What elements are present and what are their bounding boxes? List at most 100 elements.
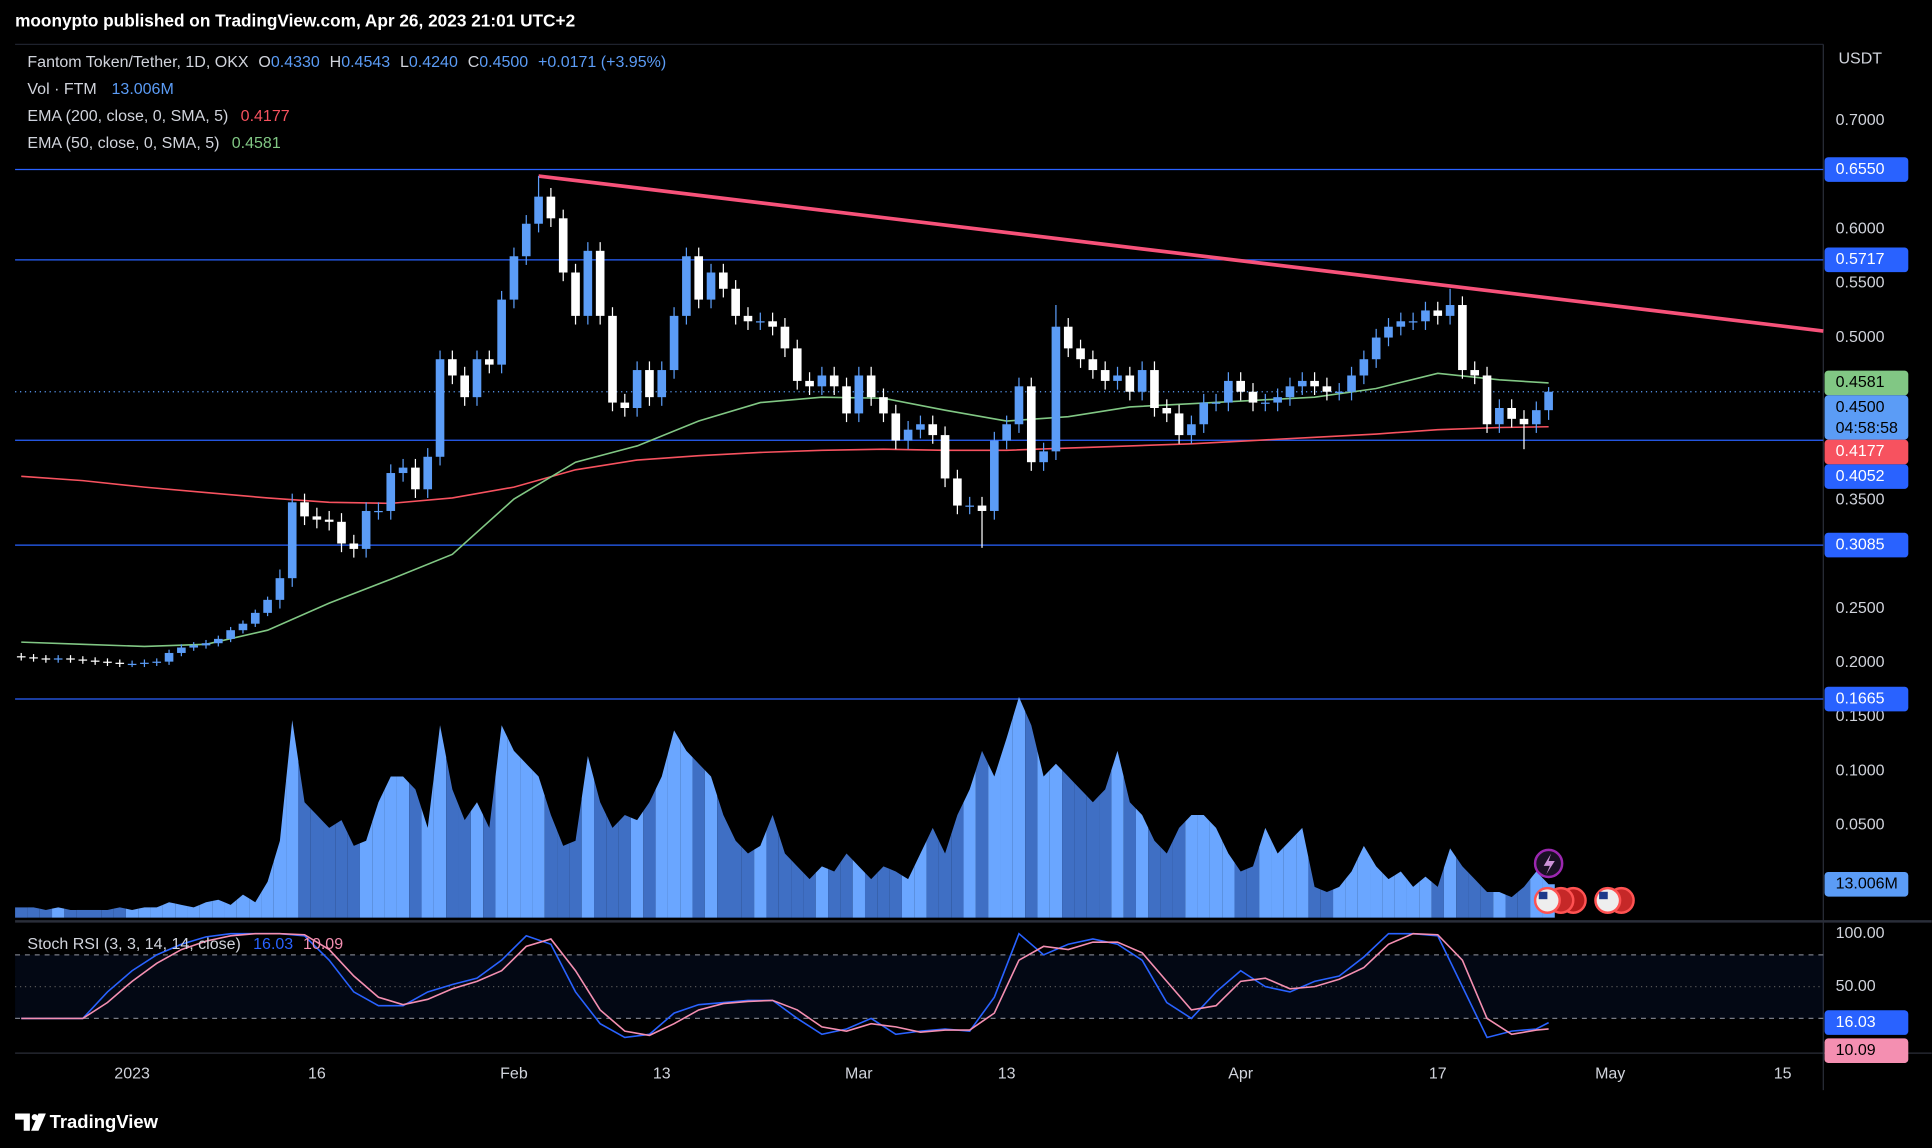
volume-area bbox=[483, 776, 496, 918]
candle-body bbox=[41, 658, 51, 660]
candle-body bbox=[854, 375, 864, 414]
candle-body bbox=[1359, 359, 1369, 376]
candle-body bbox=[1174, 413, 1184, 436]
candle-body bbox=[694, 256, 704, 300]
volume-area bbox=[1456, 857, 1469, 918]
candle-body bbox=[977, 505, 987, 511]
ema-line bbox=[21, 372, 1549, 648]
volume-area bbox=[507, 738, 521, 918]
volume-area bbox=[1111, 750, 1124, 918]
event-icons bbox=[1533, 848, 1635, 914]
icon bbox=[1594, 886, 1622, 914]
price-label-box bbox=[1824, 1038, 1909, 1064]
volume-area bbox=[630, 811, 644, 918]
volume-area bbox=[741, 847, 755, 918]
volume-area bbox=[1505, 892, 1518, 918]
candle-body bbox=[706, 272, 716, 300]
volume-area bbox=[359, 821, 373, 918]
volume-area bbox=[88, 909, 102, 918]
y-tick-label: 0.2500 bbox=[1836, 600, 1885, 617]
volume-area bbox=[1443, 848, 1457, 918]
volume-area bbox=[1209, 821, 1223, 918]
volume-layer bbox=[15, 697, 1555, 918]
volume-area bbox=[889, 868, 902, 918]
volume-area bbox=[828, 862, 841, 918]
x-tick-label: May bbox=[1595, 1065, 1625, 1082]
volume-legend: Vol · FTM 13.006M bbox=[27, 81, 173, 98]
candle-body bbox=[509, 256, 519, 300]
candle-body bbox=[657, 370, 667, 398]
candle-body bbox=[374, 510, 383, 513]
legend-value: 0.4581 bbox=[232, 135, 281, 152]
volume-area bbox=[1345, 858, 1358, 918]
price-label: 16.03 bbox=[1836, 1014, 1876, 1031]
candle-body bbox=[1150, 370, 1159, 408]
volume-area bbox=[963, 770, 976, 918]
volume-area bbox=[1493, 892, 1506, 918]
line-layer bbox=[21, 174, 1824, 1039]
volume-area bbox=[384, 776, 397, 918]
candle-body bbox=[1014, 386, 1024, 425]
candle-body bbox=[1495, 407, 1504, 425]
candle-body bbox=[1334, 391, 1344, 393]
brand: TradingView bbox=[15, 1111, 159, 1132]
candle-body bbox=[940, 435, 950, 479]
volume-area bbox=[581, 756, 595, 918]
y-tick-label: 0.0500 bbox=[1836, 817, 1885, 834]
candle-body bbox=[817, 375, 827, 387]
icon bbox=[1538, 891, 1548, 900]
candle-body bbox=[226, 630, 235, 639]
volume-area bbox=[372, 789, 385, 918]
candle-body bbox=[780, 326, 790, 349]
candle-body bbox=[312, 516, 322, 520]
volume-area bbox=[1025, 711, 1038, 918]
candle-body bbox=[164, 652, 174, 662]
volume-area bbox=[446, 757, 459, 918]
candle-body bbox=[263, 599, 272, 613]
volume-area bbox=[298, 761, 311, 918]
candle-body bbox=[965, 505, 975, 507]
candle-body bbox=[300, 502, 309, 517]
legend-name: Stoch RSI (3, 3, 14, 14, close) bbox=[27, 936, 240, 953]
candle-body bbox=[719, 272, 728, 289]
candle-body bbox=[743, 315, 753, 322]
volume-area bbox=[692, 757, 705, 918]
candle-body bbox=[1544, 391, 1553, 411]
volume-area bbox=[273, 780, 287, 918]
volume-area bbox=[606, 815, 619, 918]
candle-body bbox=[127, 663, 137, 666]
volume-area bbox=[532, 770, 545, 918]
legend-value: 13.006M bbox=[112, 81, 174, 98]
volume-area bbox=[150, 904, 163, 918]
x-tick-label: Mar bbox=[845, 1065, 873, 1082]
y-tick-label: 0.7000 bbox=[1836, 112, 1885, 129]
volume-area bbox=[1419, 876, 1432, 918]
logo bbox=[15, 1113, 30, 1131]
candle-body bbox=[1519, 418, 1529, 425]
volume-area bbox=[310, 808, 324, 918]
volume-area bbox=[1271, 840, 1284, 918]
candle-body bbox=[337, 521, 346, 544]
stoch-line bbox=[21, 932, 1549, 1039]
volume-area bbox=[643, 789, 656, 918]
candle-body bbox=[1248, 391, 1258, 403]
ohlc-value: 0.4330 bbox=[271, 54, 320, 71]
icon bbox=[1599, 891, 1608, 900]
candle-body bbox=[595, 250, 605, 316]
volume-area bbox=[1135, 808, 1149, 918]
volume-area bbox=[1185, 815, 1198, 918]
volume-area bbox=[347, 832, 360, 918]
volume-area bbox=[323, 821, 336, 918]
volume-area bbox=[1370, 856, 1383, 918]
candle-body bbox=[521, 223, 531, 257]
candle-body bbox=[16, 656, 26, 658]
volume-area bbox=[1086, 795, 1100, 918]
volume-area bbox=[458, 804, 471, 918]
candle-body bbox=[1507, 407, 1516, 419]
volume-area bbox=[1197, 815, 1210, 918]
volume-area bbox=[815, 866, 829, 918]
candle-body bbox=[632, 370, 642, 408]
price-label: 0.4052 bbox=[1836, 468, 1885, 485]
price-label: 0.4500 bbox=[1836, 399, 1885, 416]
volume-area bbox=[1222, 840, 1235, 918]
